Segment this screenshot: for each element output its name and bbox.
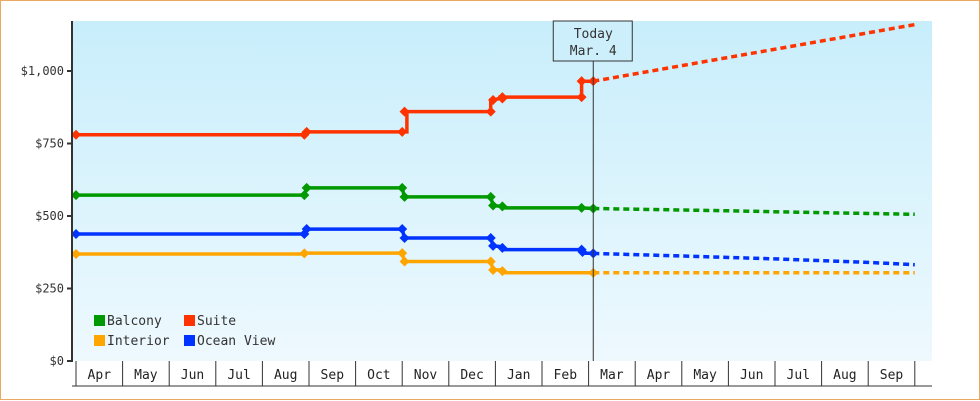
data-point-marker[interactable] (576, 92, 587, 103)
month-label: Jul (227, 368, 250, 383)
month-label: May (693, 368, 717, 383)
data-point-marker[interactable] (71, 190, 81, 201)
data-point-marker[interactable] (299, 248, 310, 259)
today-box (552, 20, 633, 62)
y-tick-label: $250 (35, 282, 64, 296)
legend-label: Interior (107, 334, 170, 349)
legend-swatch (184, 315, 195, 326)
data-point-marker[interactable] (497, 92, 508, 103)
forecast-line (593, 251, 915, 267)
data-point-marker[interactable] (399, 106, 410, 117)
today-label: Today (574, 27, 613, 42)
month-label: Oct (367, 368, 390, 383)
data-point-marker[interactable] (485, 191, 496, 202)
y-tick-label: $0 (50, 354, 64, 368)
month-label: Apr (647, 368, 671, 383)
month-label: Aug (274, 368, 297, 383)
legend-swatch (94, 335, 105, 346)
legend-label: Balcony (107, 314, 162, 329)
legend-label: Ocean View (197, 334, 275, 349)
data-point-marker[interactable] (488, 95, 499, 105)
data-point-marker[interactable] (497, 242, 508, 253)
plot-area (72, 21, 932, 361)
today-marker: Today Mar. 4 (552, 20, 633, 361)
month-label: Mar (600, 368, 624, 383)
data-point-marker[interactable] (488, 200, 499, 211)
series-layer (71, 22, 916, 278)
data-point-marker[interactable] (301, 126, 312, 137)
month-label: Sep (321, 368, 345, 383)
legend-item-suite[interactable]: Suite (184, 314, 236, 329)
series-suite (71, 22, 916, 140)
legend-swatch (94, 315, 105, 326)
month-label: Jun (740, 368, 763, 383)
forecast-line (592, 22, 916, 83)
data-point-marker[interactable] (397, 126, 408, 137)
month-label: Jan (507, 368, 530, 383)
legend: Balcony Suite Interior Ocean View (94, 314, 275, 349)
y-tick-label: $750 (35, 137, 64, 151)
data-point-marker[interactable] (485, 233, 496, 244)
data-point-marker[interactable] (399, 233, 410, 244)
data-point-marker[interactable] (71, 248, 81, 259)
month-label: Nov (414, 368, 438, 383)
legend-label: Suite (197, 314, 236, 329)
legend-swatch (184, 335, 195, 346)
data-point-marker[interactable] (301, 182, 312, 193)
data-point-marker[interactable] (399, 191, 410, 202)
data-point-marker[interactable] (485, 256, 496, 267)
month-label: Sep (880, 368, 904, 383)
data-point-marker[interactable] (497, 266, 508, 277)
data-point-marker[interactable] (399, 256, 410, 267)
axes: $0 $250 $500 $750 $1,000 Apr May Jun Jul Aug Sep Oc… (21, 21, 932, 387)
y-tick-label: $1,000 (21, 64, 64, 78)
data-point-marker[interactable] (576, 202, 587, 213)
forecast-line (593, 206, 915, 217)
data-point-marker[interactable] (397, 182, 408, 193)
month-label: May (134, 368, 158, 383)
month-label: Apr (88, 368, 112, 383)
data-point-marker[interactable] (488, 240, 499, 251)
data-point-marker[interactable] (497, 201, 508, 212)
data-point-marker[interactable] (577, 246, 588, 257)
data-point-marker[interactable] (485, 106, 496, 117)
data-point-marker[interactable] (71, 228, 81, 239)
legend-item-interior[interactable]: Interior (94, 334, 170, 349)
legend-item-ocean-view[interactable]: Ocean View (184, 334, 275, 349)
data-point-marker[interactable] (488, 264, 499, 275)
data-point-marker[interactable] (71, 129, 81, 140)
month-label: Aug (833, 368, 856, 383)
data-point-marker[interactable] (397, 248, 408, 259)
series-ocean-view (71, 224, 915, 267)
data-point-marker[interactable] (301, 224, 312, 235)
month-label: Dec (460, 368, 483, 383)
today-date: Mar. 4 (570, 44, 617, 59)
month-label: Feb (554, 368, 578, 383)
data-point-marker[interactable] (397, 224, 408, 235)
y-tick-label: $500 (35, 209, 64, 223)
month-label: Jun (181, 368, 204, 383)
series-interior (71, 248, 915, 278)
legend-item-balcony[interactable]: Balcony (94, 314, 162, 329)
data-point-marker[interactable] (576, 76, 587, 87)
month-label: Jul (787, 368, 810, 383)
